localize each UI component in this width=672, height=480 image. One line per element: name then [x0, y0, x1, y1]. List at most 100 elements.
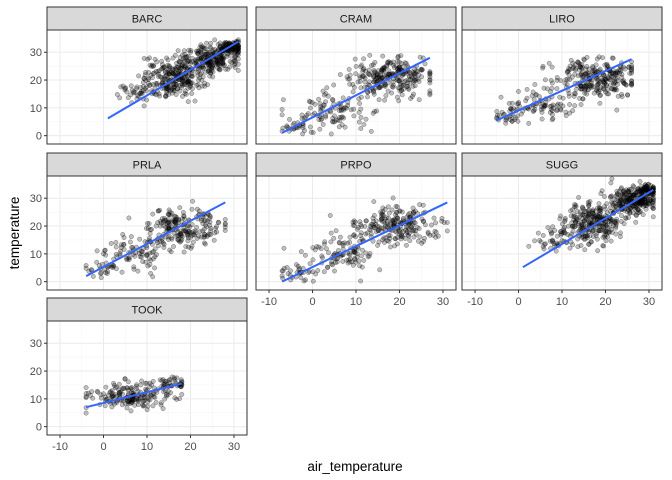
scatter-point: [386, 59, 392, 65]
scatter-point: [355, 79, 361, 85]
scatter-point: [431, 215, 437, 221]
scatter-point: [205, 68, 211, 74]
scatter-point: [395, 58, 400, 64]
scatter-point: [317, 101, 323, 107]
scatter-point: [179, 236, 185, 242]
scatter-point: [592, 68, 598, 74]
scatter-point: [203, 222, 208, 228]
scatter-point: [316, 96, 322, 102]
scatter-point: [127, 239, 133, 245]
scatter-point: [124, 385, 130, 391]
scatter-point: [564, 69, 570, 75]
scatter-point: [596, 88, 602, 94]
scatter-point: [515, 113, 521, 119]
scatter-point: [124, 89, 130, 95]
scatter-point: [166, 91, 172, 97]
scatter-point: [584, 91, 590, 97]
scatter-point: [162, 77, 168, 82]
scatter-point: [342, 124, 348, 130]
scatter-point: [164, 90, 170, 96]
scatter-point: [629, 68, 635, 74]
scatter-point: [232, 53, 238, 59]
scatter-point: [160, 65, 166, 70]
scatter-point: [578, 65, 583, 70]
scatter-point: [209, 68, 214, 74]
scatter-point: [310, 257, 316, 263]
scatter-point: [338, 107, 344, 113]
scatter-point: [404, 83, 410, 89]
scatter-point: [199, 64, 205, 70]
scatter-point: [179, 81, 185, 87]
scatter-point: [427, 70, 433, 76]
scatter-point: [589, 83, 594, 88]
scatter-point: [208, 232, 214, 238]
scatter-point: [371, 79, 377, 85]
scatter-point: [439, 215, 445, 221]
scatter-point: [383, 82, 388, 87]
scatter-point: [419, 66, 425, 72]
scatter-point: [218, 54, 224, 60]
scatter-point: [172, 84, 178, 90]
scatter-point: [186, 47, 192, 53]
scatter-point: [212, 230, 218, 236]
scatter-point: [337, 105, 343, 110]
scatter-point: [221, 56, 227, 62]
scatter-point: [395, 66, 401, 72]
scatter-point: [347, 234, 353, 240]
scatter-point: [163, 93, 169, 99]
scatter-point: [598, 85, 604, 91]
scatter-point: [361, 122, 367, 127]
scatter-point: [558, 101, 564, 107]
scatter-point: [572, 218, 578, 224]
scatter-point: [121, 235, 127, 240]
scatter-point: [594, 82, 600, 88]
y-tick-label: 20: [30, 366, 42, 378]
scatter-point: [509, 118, 515, 124]
scatter-point: [174, 60, 179, 66]
scatter-point: [419, 216, 425, 222]
scatter-point: [142, 72, 148, 78]
trend-line: [496, 58, 632, 122]
scatter-point: [140, 84, 146, 90]
scatter-point: [188, 81, 194, 87]
scatter-point: [374, 108, 380, 114]
scatter-point: [321, 102, 327, 108]
scatter-point: [164, 69, 170, 75]
scatter-point: [164, 86, 169, 92]
scatter-point: [189, 91, 195, 96]
scatter-point: [206, 66, 212, 71]
scatter-point: [152, 56, 158, 62]
scatter-point: [310, 278, 316, 284]
scatter-point: [350, 82, 356, 87]
scatter-point: [606, 91, 612, 97]
scatter-point: [396, 65, 402, 71]
scatter-point: [573, 65, 579, 71]
scatter-point: [152, 246, 158, 252]
scatter-point: [122, 376, 128, 382]
scatter-point: [103, 384, 109, 390]
scatter-point: [350, 219, 356, 225]
scatter-point: [564, 69, 570, 74]
scatter-point: [373, 218, 379, 224]
scatter-point: [207, 44, 213, 50]
scatter-point: [344, 74, 350, 80]
scatter-point: [422, 222, 428, 228]
scatter-point: [171, 218, 177, 224]
scatter-point: [301, 278, 307, 284]
scatter-point: [338, 114, 344, 120]
scatter-point: [597, 79, 603, 85]
scatter-point: [413, 77, 419, 83]
scatter-point: [122, 87, 128, 93]
panel-border: [46, 29, 248, 145]
scatter-point: [386, 80, 392, 86]
scatter-point: [216, 66, 222, 72]
scatter-point: [382, 83, 388, 89]
scatter-point: [307, 99, 313, 105]
scatter-point: [200, 74, 206, 80]
scatter-point: [181, 82, 187, 88]
scatter-point: [180, 56, 186, 62]
scatter-point: [548, 89, 553, 95]
facet-panels: BARC 0 10 20 30 CRAM LIRO PRLA 0 10 20 30 PRPO -10 0 10…: [30, 6, 663, 453]
scatter-point: [223, 66, 229, 72]
scatter-point: [359, 74, 365, 80]
